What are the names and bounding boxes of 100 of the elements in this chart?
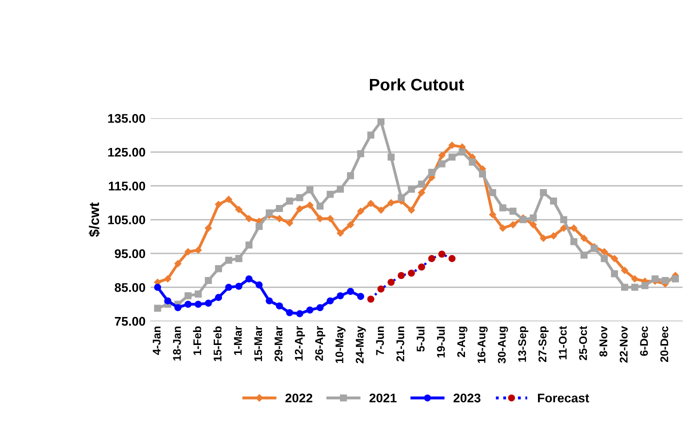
y-axis-title: $/cwt — [88, 202, 100, 237]
x-tick-label: 11-Oct — [558, 326, 567, 360]
point — [276, 302, 283, 310]
point — [631, 275, 639, 283]
point — [499, 224, 507, 232]
point — [306, 306, 314, 314]
point — [620, 266, 628, 274]
point — [204, 300, 212, 307]
x-tick-label: 13-Sep — [518, 326, 528, 362]
point — [194, 290, 202, 298]
point — [540, 234, 548, 242]
point — [388, 154, 395, 161]
point — [398, 194, 405, 202]
point — [225, 284, 232, 291]
point — [286, 309, 294, 316]
point — [164, 297, 172, 304]
point — [458, 148, 466, 156]
point — [408, 270, 415, 277]
x-tick-label: 4-Jan — [152, 326, 161, 355]
x-tick-label: 10-May — [335, 326, 346, 363]
point — [286, 219, 294, 227]
y-tick-label: 85.00 — [114, 283, 146, 292]
y-tick-label: 105.00 — [108, 215, 146, 224]
point — [204, 224, 212, 232]
point — [326, 297, 334, 304]
x-tick-label: 29-Mar — [274, 326, 282, 362]
point — [448, 154, 456, 161]
x-tick-label: 27-Sep — [538, 326, 549, 362]
point — [346, 172, 354, 180]
x-tick-label: 7-Jun — [376, 326, 384, 356]
point — [550, 232, 558, 240]
point — [489, 189, 496, 196]
point — [225, 256, 232, 264]
point — [448, 142, 456, 149]
y-tick-label: 95.00 — [114, 249, 146, 258]
point — [204, 277, 212, 284]
point — [276, 204, 283, 212]
point — [235, 206, 243, 214]
point — [296, 205, 304, 213]
point — [418, 180, 426, 188]
point — [306, 201, 314, 209]
point — [428, 255, 436, 262]
x-tick-label: 24-May — [356, 326, 366, 364]
point — [641, 282, 648, 290]
point — [316, 202, 324, 210]
point — [224, 196, 232, 204]
point — [621, 284, 628, 291]
point — [266, 297, 273, 304]
x-tick-label: 12-Apr — [294, 326, 305, 360]
x-tick-label: 15-Feb — [213, 326, 222, 362]
x-tick-label: 1-Feb — [193, 326, 202, 355]
point — [356, 207, 364, 215]
point — [256, 281, 263, 288]
point — [438, 250, 446, 258]
point — [377, 118, 384, 126]
x-tick-label: 6-Dec — [640, 326, 648, 356]
point — [468, 158, 476, 166]
point — [215, 265, 222, 272]
point — [215, 294, 222, 301]
point — [509, 208, 516, 215]
point — [488, 210, 496, 218]
point — [235, 255, 242, 262]
point — [387, 199, 395, 206]
point — [357, 150, 364, 158]
point — [570, 224, 578, 232]
point — [245, 214, 253, 222]
x-tick-label: 26-Apr — [315, 326, 326, 361]
point — [316, 214, 324, 222]
point — [174, 304, 182, 312]
point — [540, 189, 547, 196]
point — [610, 270, 618, 278]
legend-label: 2021 — [369, 394, 397, 402]
x-tick-label: 25-Oct — [579, 326, 587, 360]
point — [174, 260, 182, 268]
legend-label: 2023 — [454, 394, 480, 402]
point — [326, 190, 334, 198]
point — [600, 255, 608, 262]
point — [266, 209, 273, 216]
point — [346, 288, 354, 295]
x-tick-label: 8-Nov — [599, 326, 608, 356]
point — [336, 292, 344, 300]
x-tick-label: 21-Jun — [396, 326, 404, 362]
point — [388, 278, 395, 286]
point — [184, 300, 192, 308]
point — [367, 200, 375, 208]
y-tick-label: 75.00 — [114, 316, 146, 326]
point — [377, 285, 384, 293]
x-tick-label: 20-Dec — [660, 326, 668, 362]
point — [398, 272, 405, 279]
point — [570, 238, 578, 246]
point — [306, 186, 314, 194]
point — [276, 214, 284, 222]
point — [245, 275, 252, 282]
x-tick-label: 30-Aug — [498, 326, 508, 364]
point — [154, 304, 162, 312]
point — [367, 296, 374, 303]
point — [154, 284, 162, 291]
y-tick-label: 125.00 — [108, 148, 146, 157]
point — [214, 200, 222, 208]
point — [662, 277, 669, 284]
